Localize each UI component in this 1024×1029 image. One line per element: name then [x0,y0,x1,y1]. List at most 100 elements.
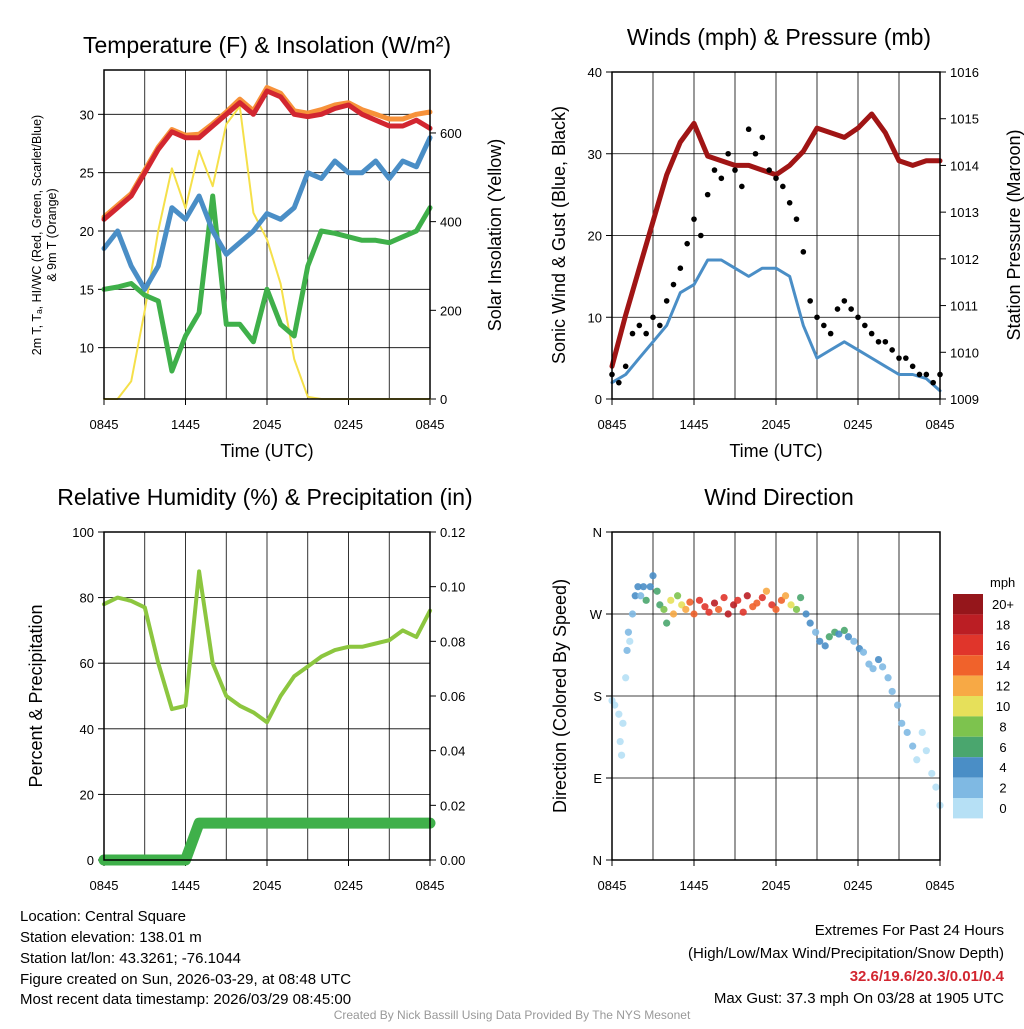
dir-ylabel: Direction (Colored By Speed) [550,579,570,813]
wind-direction-point [913,756,921,764]
gust-point [827,330,834,337]
gust-point [896,355,902,361]
x-tick-label: 2045 [762,417,791,432]
y2-tick-label: 400 [440,215,462,230]
gust-point [650,314,656,321]
temp-xlabel: Time (UTC) [220,441,313,461]
y2-tick-label: 600 [440,126,462,141]
elevation-text: Station elevation: 138.01 m [20,929,202,946]
x-tick-label: 0845 [416,878,445,893]
gust-point [698,232,704,239]
x-tick-label: 1445 [171,417,200,432]
credit-text: Created By Nick Bassill Using Data Provi… [334,1008,691,1022]
legend-title: mph [990,575,1015,590]
gust-point [909,363,916,370]
temp-ylabel-line1: 2m T, Tₐ, HI/WC (Red, Green, Scarlet/Blu… [30,115,44,355]
extremes-title: Extremes For Past 24 Hours [815,922,1004,939]
wind-direction-point [792,605,801,614]
legend-swatch [953,634,983,656]
x-tick-label: 2045 [253,417,282,432]
rh-chart-title: Relative Humidity (%) & Precipitation (i… [57,484,472,510]
y2-tick-label: 0.12 [440,525,465,540]
legend-swatch [953,614,983,635]
series-line-sonic-wind [610,258,942,393]
legend-swatch [953,736,983,758]
temp-ylabel-line2: & 9m T (Orange) [45,188,59,281]
wind-direction-point [909,742,917,750]
dir-chart-title: Wind Direction [704,484,854,510]
legend-label: 6 [999,740,1006,755]
wind-direction-point [622,674,630,682]
wind-direction-point [639,583,648,591]
wind-direction-point [660,605,668,614]
extremes-values: 32.6/19.6/20.3/0.01/0.4 [850,968,1005,985]
y2-tick-label: 1015 [950,112,979,127]
wind-direction-point [802,610,810,618]
x-tick-label: 2045 [762,878,791,893]
wind-direction-point [753,599,761,607]
wind-direction-point [806,619,814,627]
wind-direction-point [701,603,709,611]
gust-point [930,379,936,386]
wind-direction-point [894,701,902,709]
gust-point [862,322,868,329]
y-tick-label: 10 [588,310,602,325]
gust-point [807,298,813,304]
legend-label: 18 [996,617,1010,632]
plot-border [611,71,941,400]
wind-direction-point [663,619,671,627]
gust-point [677,265,684,272]
y-tick-label: 15 [80,282,94,297]
y-tick-label: 30 [588,147,602,162]
wind-direction-point [821,642,829,650]
gust-point [684,240,690,247]
wind-direction-point [623,646,631,655]
gust-point [800,249,807,255]
y-tick-label: 10 [80,341,94,356]
y2-tick-label: 200 [440,303,462,318]
plot-border [611,531,941,861]
legend-label: 0 [999,801,1006,816]
temp-y2label: Solar Insolation (Yellow) [485,139,505,331]
gust-point [773,175,779,182]
x-tick-label: 0845 [598,417,627,432]
x-tick-label: 0245 [334,417,363,432]
y2-tick-label: 1010 [950,345,979,360]
max-gust-text: Max Gust: 37.3 mph On 03/28 at 1905 UTC [714,990,1004,1007]
wind-direction-point [922,747,930,755]
series-line-wind-chill [101,193,433,374]
wind-direction-point [628,610,637,618]
x-tick-label: 0245 [334,878,363,893]
y2-tick-label: 0.08 [440,634,465,649]
legend-label: 8 [999,719,1006,734]
y2-tick-label: 1014 [950,158,979,173]
y-tick-label: 40 [588,65,602,80]
wind-direction-point [812,628,820,636]
y2-tick-label: 0.10 [440,580,465,595]
y-tick-label: 100 [72,525,94,540]
gust-point [889,347,895,353]
wind-direction-point [637,592,645,600]
wind-direction-point [624,628,633,636]
gust-point [903,355,909,361]
gust-point [616,379,622,386]
wind-direction-point [859,648,868,656]
gust-point [622,363,629,370]
wind-direction-point [705,608,713,616]
x-tick-label: 0245 [844,417,873,432]
y-tick-label: 60 [80,656,94,671]
wind-direction-point [879,663,887,671]
legend-label: 12 [996,679,1010,694]
wind-direction-point [695,596,704,604]
gust-point [923,371,930,378]
gust-point [814,314,820,321]
gust-point [882,338,889,345]
wind-direction-point [758,594,766,602]
wind-direction-point [772,605,780,614]
gust-point [725,150,731,157]
wind-direction-point [682,605,690,614]
wind-direction-point [669,610,678,618]
x-tick-label: 0845 [416,417,445,432]
gust-point [841,298,848,304]
wind-direction-point [626,637,634,645]
